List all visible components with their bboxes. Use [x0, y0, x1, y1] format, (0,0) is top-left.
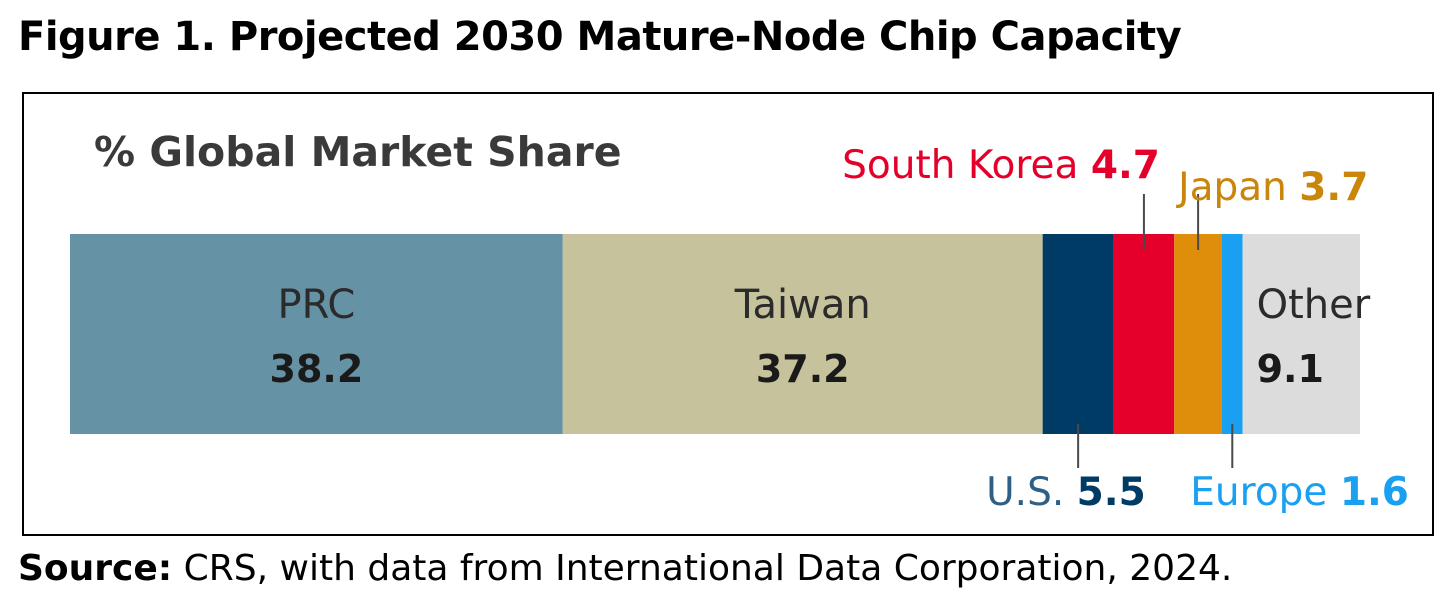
leader-lines-layer	[1077, 194, 1234, 468]
bar-japan	[1174, 234, 1222, 434]
bar-europe-value: 1.6	[1340, 470, 1409, 515]
bar-other-value: 9.1	[1257, 347, 1324, 391]
source-text: CRS, with data from International Data C…	[172, 548, 1233, 589]
bar-u-s-value: 5.5	[1077, 470, 1146, 515]
bar-u-s-name: U.S.	[986, 470, 1077, 515]
bar-europe-name: Europe	[1190, 470, 1340, 515]
bar-japan-label: Japan 3.7	[1175, 165, 1368, 210]
bar-taiwan-name: Taiwan	[734, 282, 871, 328]
bar-prc-name: PRC	[277, 282, 355, 328]
source-note: Source: CRS, with data from Internationa…	[18, 548, 1232, 589]
bar-u-s-label: U.S. 5.5	[986, 470, 1146, 515]
bar-other-name: Other	[1257, 282, 1371, 328]
bar-south-korea	[1113, 234, 1175, 434]
bar-prc-value: 38.2	[270, 347, 364, 391]
stacked-bar-chart: % Global Market Share PRC 38.2 Taiwan 37.2 U…	[70, 128, 1409, 515]
figure-title: Figure 1. Projected 2030 Mature-Node Chi…	[18, 14, 1182, 60]
source-label: Source:	[18, 548, 173, 589]
bars-layer	[70, 234, 1360, 434]
bar-south-korea-value: 4.7	[1091, 143, 1160, 188]
bar-japan-value: 3.7	[1299, 165, 1368, 210]
bar-south-korea-label: South Korea 4.7	[842, 143, 1160, 188]
bar-other	[1242, 234, 1360, 434]
chart-subtitle: % Global Market Share	[94, 128, 622, 176]
bar-japan-name: Japan	[1175, 165, 1299, 210]
bar-taiwan-value: 37.2	[756, 347, 850, 391]
bar-south-korea-name: South Korea	[842, 143, 1091, 188]
bar-prc	[70, 234, 563, 434]
labels-layer: PRC 38.2 Taiwan 37.2 U.S. 5.5 South Korea 4.7…	[270, 143, 1409, 515]
bar-u-s	[1042, 234, 1114, 434]
chart-frame	[22, 92, 1434, 536]
bar-taiwan	[562, 234, 1043, 434]
bar-europe	[1221, 234, 1243, 434]
bar-europe-label: Europe 1.6	[1190, 470, 1409, 515]
